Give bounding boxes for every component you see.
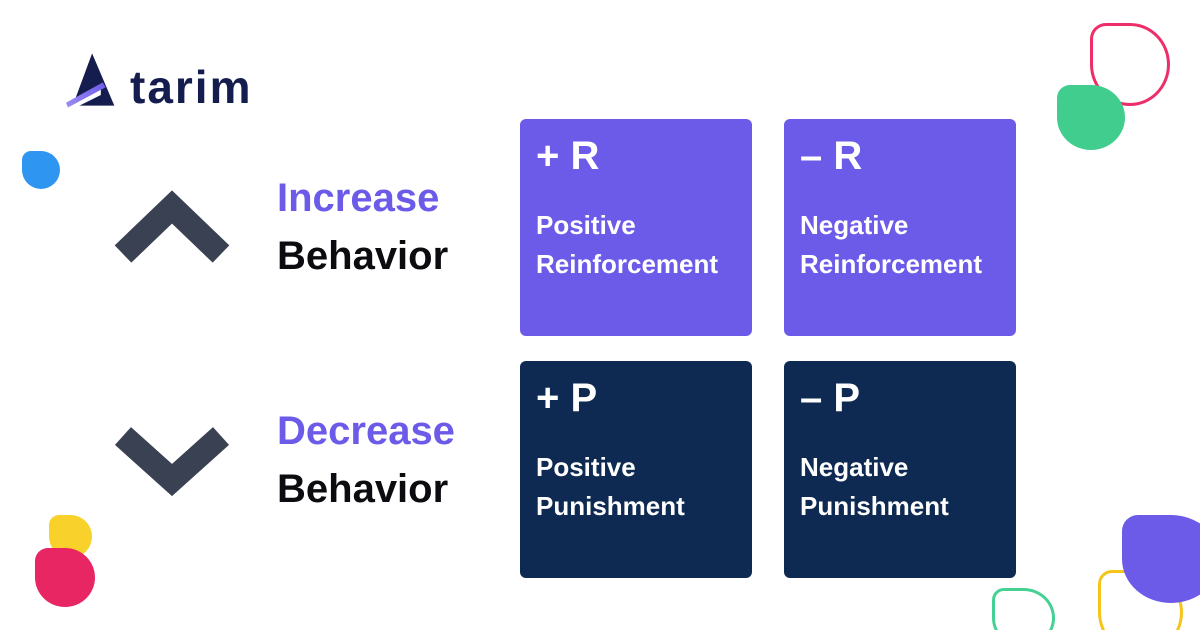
behavior-label: Behavior bbox=[277, 467, 449, 511]
card-negative-punishment: – P Negative Punishment bbox=[784, 361, 1016, 578]
card-negative-reinforcement: – R Negative Reinforcement bbox=[784, 119, 1016, 336]
card-title: Negative Punishment bbox=[800, 448, 1000, 526]
card-positive-reinforcement: + R Positive Reinforcement bbox=[520, 119, 752, 336]
atarim-logo: tarim bbox=[66, 51, 253, 113]
card-title: Positive Reinforcement bbox=[536, 206, 736, 284]
card-positive-punishment: + P Positive Punishment bbox=[520, 361, 752, 578]
card-symbol: – P bbox=[800, 376, 861, 420]
purple-drop-icon bbox=[1122, 515, 1200, 603]
behavior-label: Behavior bbox=[277, 234, 449, 278]
card-title-line: Negative bbox=[800, 210, 909, 240]
card-title-line: Punishment bbox=[536, 491, 685, 521]
card-title-line: Positive bbox=[536, 452, 636, 482]
green-drop-icon bbox=[1057, 85, 1125, 150]
card-title-line: Positive bbox=[536, 210, 636, 240]
row-increase-behavior: Increase Behavior bbox=[277, 169, 448, 285]
chevron-up-icon bbox=[114, 190, 230, 263]
atarim-logo-mark-icon bbox=[66, 53, 115, 108]
card-title: Positive Punishment bbox=[536, 448, 736, 526]
card-symbol: – R bbox=[800, 134, 863, 178]
blue-drop-icon bbox=[22, 151, 60, 189]
quadrant-grid: + R Positive Reinforcement – R Negative … bbox=[520, 119, 1016, 578]
card-title-line: Reinforcement bbox=[536, 249, 719, 279]
decrease-label: Decrease bbox=[277, 409, 455, 453]
increase-label: Increase bbox=[277, 176, 440, 220]
card-title: Negative Reinforcement bbox=[800, 206, 1000, 284]
pink-drop-icon bbox=[35, 548, 95, 607]
card-title-line: Punishment bbox=[800, 491, 949, 521]
pink-outline-drop-icon bbox=[1090, 23, 1170, 106]
card-title-line: Reinforcement bbox=[800, 249, 983, 279]
atarim-wordmark: tarim bbox=[130, 61, 253, 113]
card-title-line: Negative bbox=[800, 452, 909, 482]
green-outline-drop-icon bbox=[992, 588, 1055, 630]
row-decrease-behavior: Decrease Behavior bbox=[277, 402, 455, 518]
chevron-down-icon bbox=[114, 427, 230, 497]
card-symbol: + R bbox=[536, 134, 600, 178]
card-symbol: + P bbox=[536, 376, 598, 420]
